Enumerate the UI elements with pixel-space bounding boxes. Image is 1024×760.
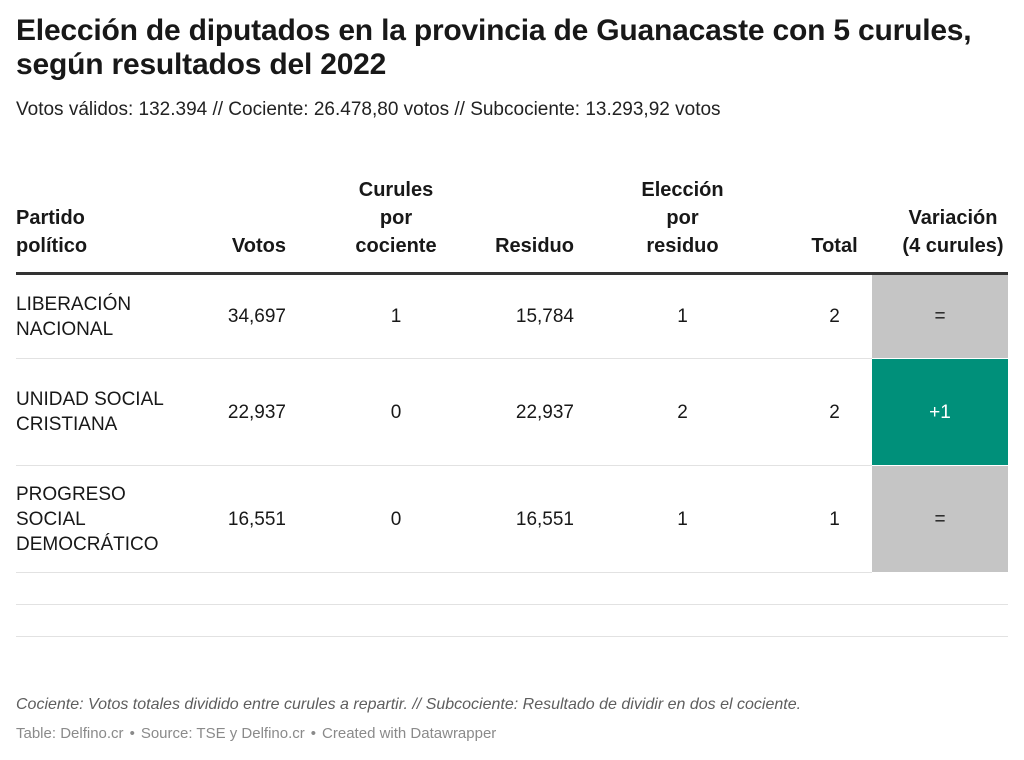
empty-cell	[194, 604, 286, 637]
cell-eleccion-residuo: 2	[574, 358, 739, 466]
empty-cell	[872, 572, 1008, 605]
column-header-eleccion-residuo-label: Elección por residuo	[641, 179, 724, 257]
cell-residuo: 22,937	[456, 358, 574, 466]
empty-row	[16, 572, 1008, 605]
cell-residuo: 15,784	[456, 273, 574, 359]
table-row: PROGRESO SOCIAL DEMOCRÁTICO 16,551 0 16,551…	[16, 465, 1008, 573]
table-credit: Table: Delfino.cr	[16, 725, 124, 742]
empty-cell	[286, 572, 456, 605]
column-header-total-label: Total	[811, 235, 858, 257]
column-header-curules-cociente[interactable]: Curules por cociente	[286, 176, 456, 275]
cell-variacion: =	[872, 273, 1008, 359]
cell-eleccion-residuo: 1	[574, 465, 739, 573]
cell-curules-cociente: 1	[286, 273, 456, 359]
column-header-partido[interactable]: Partido político	[16, 176, 194, 275]
results-table: Partido político Votos Curules por cocie…	[16, 176, 1008, 637]
cell-total: 1	[739, 465, 872, 573]
cell-votos: 16,551	[194, 465, 286, 573]
column-header-curules-cociente-label: Curules por cociente	[355, 179, 437, 257]
empty-cell	[739, 572, 872, 605]
credits: Table: Delfino.cr • Source: TSE y Delfino.…	[16, 723, 496, 745]
cell-total: 2	[739, 273, 872, 359]
table-row: UNIDAD SOCIAL CRISTIANA 22,937 0 22,937 2 2 +1	[16, 358, 1008, 466]
column-header-variacion-label: Variación (4 curules)	[902, 207, 1004, 257]
table-row: LIBERACIÓN NACIONAL 34,697 1 15,784 1 2 =	[16, 273, 1008, 359]
empty-cell	[574, 572, 739, 605]
column-header-total[interactable]: Total	[739, 176, 872, 275]
column-header-eleccion-residuo[interactable]: Elección por residuo	[574, 176, 739, 275]
empty-cell	[194, 572, 286, 605]
cell-partido: LIBERACIÓN NACIONAL	[16, 273, 194, 359]
footnote: Cociente: Votos totales dividido entre c…	[16, 696, 802, 713]
chart-title: Elección de diputados en la provincia de…	[16, 14, 972, 81]
empty-cell	[286, 604, 456, 637]
cell-partido: UNIDAD SOCIAL CRISTIANA	[16, 358, 194, 466]
cell-votos: 34,697	[194, 273, 286, 359]
cell-votos: 22,937	[194, 358, 286, 466]
column-header-votos[interactable]: Votos	[194, 176, 286, 275]
header-row: Partido político Votos Curules por cocie…	[16, 176, 1008, 275]
column-header-residuo[interactable]: Residuo	[456, 176, 574, 275]
source-credit: Source: TSE y Delfino.cr	[140, 725, 305, 742]
empty-cell	[872, 604, 1008, 637]
table-body: LIBERACIÓN NACIONAL 34,697 1 15,784 1 2 = UNIDA…	[16, 273, 1008, 637]
column-header-variacion[interactable]: Variación (4 curules)	[872, 176, 1008, 275]
cell-total: 2	[739, 358, 872, 466]
empty-cell	[574, 604, 739, 637]
empty-cell	[16, 604, 194, 637]
credit-separator: •	[129, 725, 135, 742]
cell-eleccion-residuo: 1	[574, 273, 739, 359]
column-header-votos-label: Votos	[231, 235, 286, 257]
cell-partido: PROGRESO SOCIAL DEMOCRÁTICO	[16, 465, 194, 573]
empty-cell	[456, 604, 574, 637]
header: Elección de diputados en la provincia de…	[16, 14, 1008, 122]
cell-variacion: =	[872, 465, 1008, 573]
chart-subtitle: Votos válidos: 132.394 // Cociente: 26.4…	[16, 99, 721, 120]
empty-cell	[16, 572, 194, 605]
empty-cell	[739, 604, 872, 637]
created-credit: Created with Datawrapper	[322, 725, 497, 742]
credit-separator: •	[310, 725, 317, 742]
column-header-partido-label: Partido político	[16, 207, 88, 257]
cell-residuo: 16,551	[456, 465, 574, 573]
cell-variacion: +1	[872, 358, 1008, 466]
empty-cell	[456, 572, 574, 605]
cell-curules-cociente: 0	[286, 358, 456, 466]
empty-row	[16, 604, 1008, 637]
column-header-residuo-label: Residuo	[495, 235, 574, 257]
cell-curules-cociente: 0	[286, 465, 456, 573]
